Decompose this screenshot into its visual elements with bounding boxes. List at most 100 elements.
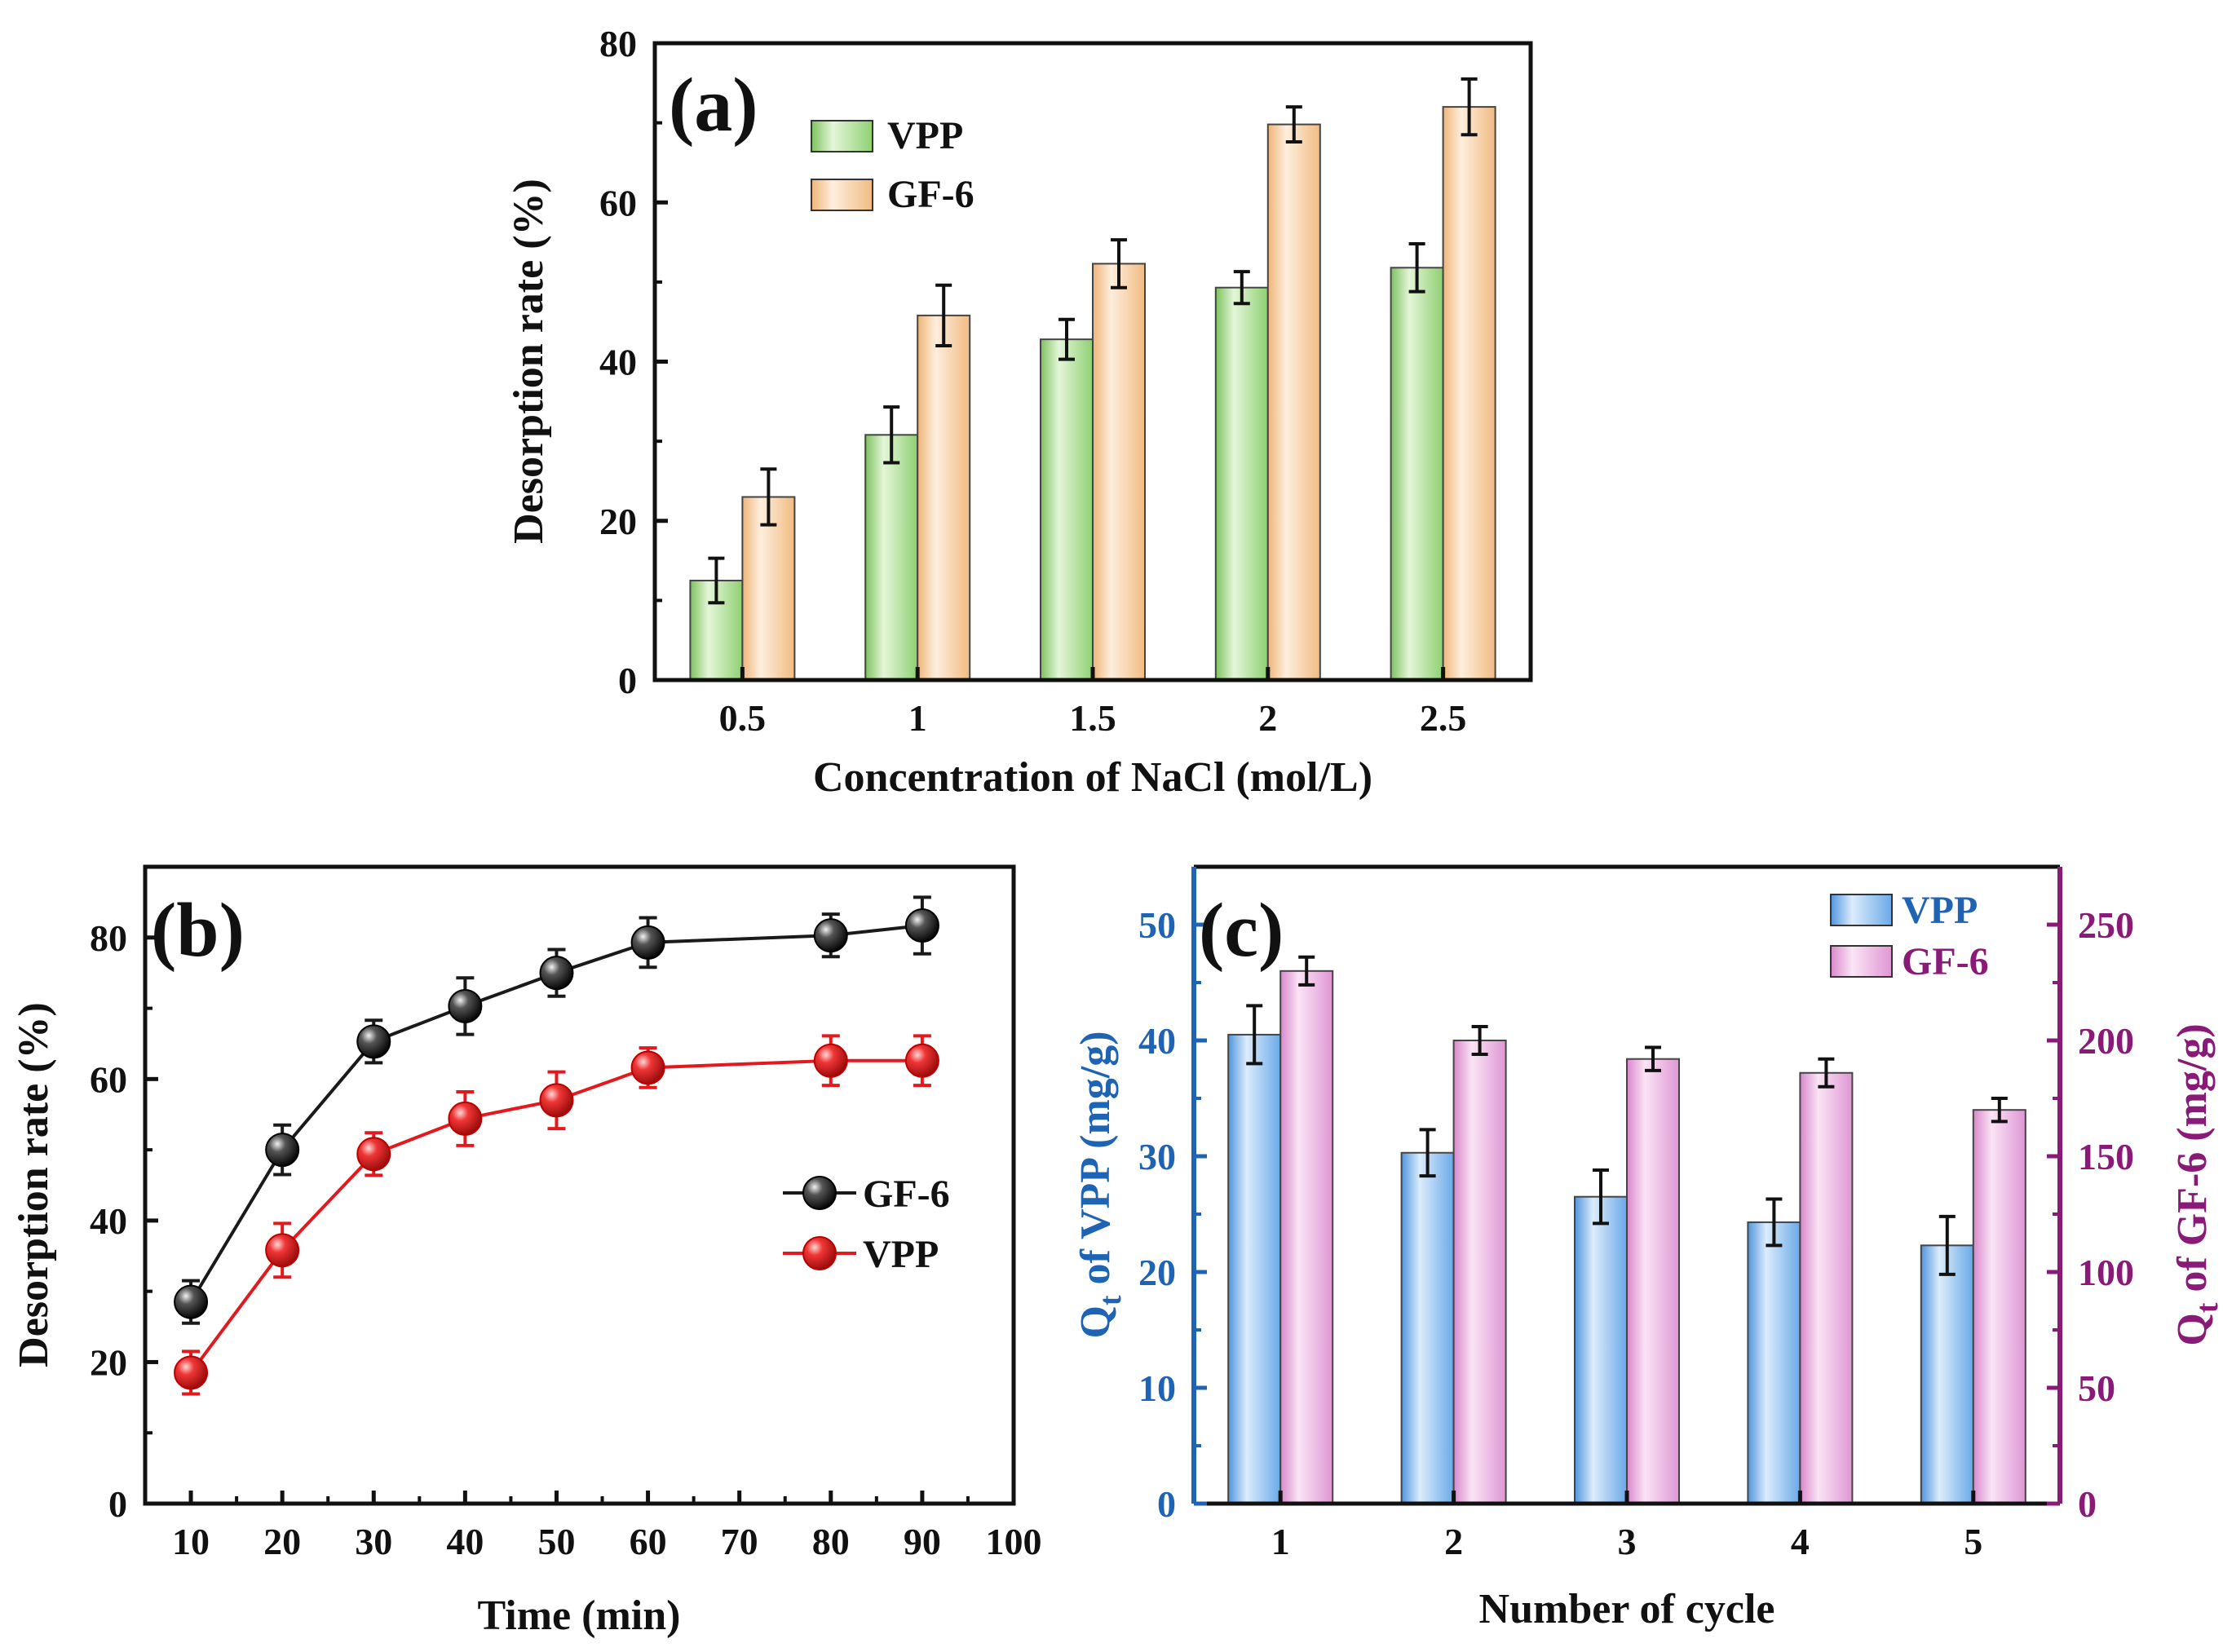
bar-a-vpp-1.5 [1040,338,1094,681]
c-left-ytick-label-40: 40 [1138,1020,1176,1062]
legend-a-swatch-vpp [811,120,873,152]
bar-a-gf-6-2 [1266,123,1321,681]
point-b-gf-6-30 [356,1024,391,1059]
c-xtick-label-5: 5 [1964,1521,1982,1562]
b-xtick-label-80: 80 [812,1521,850,1562]
bar-c-vpp-5 [1920,1244,1974,1504]
c-xtick-label-2: 2 [1444,1521,1463,1562]
b-xtick-label-30: 30 [355,1521,392,1562]
point-b-gf-6-60 [630,925,665,960]
panel-a-xlabel: Concentration of NaCl (mol/L) [813,754,1372,801]
c-xtick-label-4: 4 [1791,1521,1810,1562]
panel-a-letter: (a) [669,63,758,148]
point-b-vpp-90 [904,1043,939,1078]
b-ytick-label-80: 80 [90,917,127,959]
panel-b-ylabel: Desorption rate (%) [11,1002,57,1367]
a-xtick-label-1: 1 [908,697,927,739]
bar-a-gf-6-1 [917,314,971,681]
bar-c-gf-6-5 [1972,1109,2026,1504]
c-right-ytick-label-100: 100 [2078,1252,2134,1293]
a-xtick-label-0.5: 0.5 [719,697,767,739]
b-xtick-label-50: 50 [537,1521,575,1562]
c-left-ytick-label-20: 20 [1138,1252,1176,1293]
b-xtick-label-40: 40 [446,1521,484,1562]
legend-c-swatch-gf6 [1830,945,1893,978]
b-xtick-label-100: 100 [986,1521,1042,1562]
bar-c-vpp-2 [1400,1151,1455,1504]
line-b-gf-6 [189,924,923,1303]
panel-b-letter: (b) [151,888,245,973]
c-right-ytick-label-200: 200 [2078,1020,2134,1062]
c-left-ytick-label-50: 50 [1138,904,1176,946]
bar-c-vpp-1 [1227,1033,1282,1504]
a-xtick-label-2: 2 [1258,697,1277,739]
bar-a-vpp-1 [864,434,919,681]
point-b-vpp-20 [265,1233,300,1268]
point-b-gf-6-40 [448,988,483,1023]
panel-c-ylabel-left: Qt of VPP (mg/g) [1072,1031,1128,1338]
panel-c-letter: (c) [1199,888,1284,973]
a-xtick-label-1.5: 1.5 [1069,697,1116,739]
legend-b: GF-6 VPP [783,1173,950,1276]
b-ytick-label-0: 0 [108,1483,127,1525]
panel-b: 0 20 40 60 80 10 20 30 40 50 60 70 80 90 100 (b) GF-6… [11,864,1042,1639]
point-b-gf-6-80 [813,918,848,953]
legend-b-marker-gf6 [802,1176,837,1210]
bar-a-gf-6-0.5 [741,496,796,682]
a-ytick-label-40: 40 [599,342,637,383]
point-b-vpp-30 [356,1137,391,1172]
c-left-ytick-label-30: 30 [1138,1136,1176,1177]
point-b-vpp-40 [448,1101,483,1136]
point-b-gf-6-90 [904,908,939,943]
legend-c-label-vpp: VPP [1902,889,1978,932]
c-right-ytick-label-50: 50 [2078,1367,2115,1409]
a-ytick-label-20: 20 [599,501,637,542]
a-ytick-label-60: 60 [599,182,637,223]
legend-c: VPP GF-6 [1830,889,1989,983]
panel-a: 0 20 40 60 80 0.5 1 1.5 2 2.5 (a) VPP GF-6 Conce… [506,23,1533,801]
point-b-vpp-60 [630,1050,665,1085]
bar-a-gf-6-1.5 [1092,263,1146,681]
bar-a-vpp-2 [1214,286,1269,681]
legend-a-label-gf6: GF-6 [887,173,974,216]
a-xtick-label-2.5: 2.5 [1420,697,1467,739]
b-ytick-label-60: 60 [90,1058,127,1100]
legend-a: VPP GF-6 [811,114,974,216]
c-right-ytick-label-0: 0 [2078,1483,2097,1525]
legend-b-label-vpp: VPP [863,1233,939,1276]
b-xtick-label-90: 90 [904,1521,941,1562]
point-b-vpp-80 [813,1043,848,1078]
panel-c-xlabel: Number of cycle [1479,1586,1775,1632]
legend-c-label-gf6: GF-6 [1902,940,1989,983]
a-ytick-label-0: 0 [618,660,637,701]
c-right-ytick-label-250: 250 [2078,904,2134,946]
point-b-gf-6-10 [174,1284,209,1319]
b-ytick-label-20: 20 [90,1341,127,1383]
bar-c-gf-6-3 [1626,1058,1680,1504]
legend-b-marker-vpp [802,1236,837,1270]
legend-b-label-gf6: GF-6 [863,1173,950,1216]
panel-c-ylabel-right: Qt of GF-6 (mg/g) [2169,1023,2223,1345]
b-xtick-label-10: 10 [172,1521,210,1562]
panel-b-xlabel: Time (min) [478,1592,681,1639]
legend-a-swatch-gf6 [811,179,873,211]
c-left-ytick-label-10: 10 [1138,1367,1176,1409]
point-b-vpp-50 [539,1083,574,1118]
bar-c-gf-6-2 [1452,1040,1507,1504]
panel-b-frame [143,864,1016,1506]
line-b-vpp [189,1058,922,1374]
bar-c-gf-6-1 [1279,970,1334,1505]
panel-c: 0 10 20 30 40 50 0 50 100 150 200 250 1 2 3 4 5 (c) VP… [1072,864,2223,1632]
a-ytick-label-80: 80 [599,23,637,64]
legend-a-label-vpp: VPP [887,114,963,157]
bar-c-vpp-4 [1747,1221,1801,1504]
b-ytick-label-40: 40 [90,1200,127,1242]
c-xtick-label-1: 1 [1271,1521,1290,1562]
bar-a-gf-6-2.5 [1442,106,1496,682]
c-left-ytick-label-0: 0 [1157,1483,1176,1525]
c-right-ytick-label-150: 150 [2078,1136,2134,1177]
b-xtick-label-60: 60 [630,1521,667,1562]
bar-c-vpp-3 [1574,1195,1628,1504]
b-xtick-label-70: 70 [721,1521,758,1562]
